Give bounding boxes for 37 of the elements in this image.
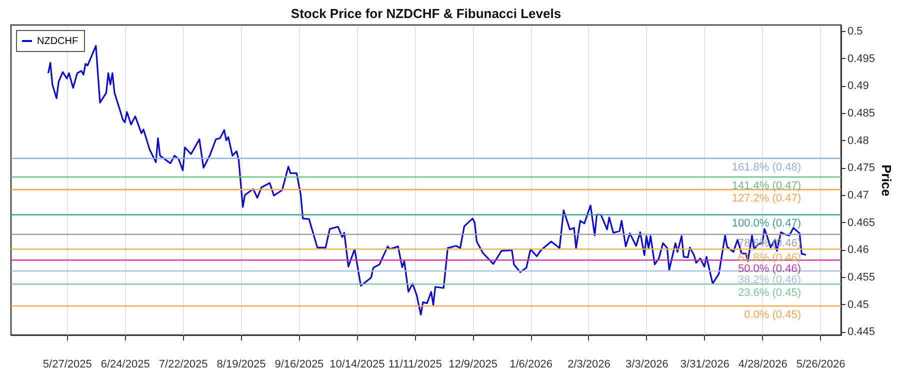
x-tick-label: 11/11/2025: [388, 358, 442, 370]
legend-label: NZDCHF: [37, 36, 78, 47]
y-tick-label: 0.5: [848, 26, 863, 38]
y-tick-label: 0.475: [848, 162, 876, 174]
y-tick-label: 0.46: [848, 244, 869, 256]
y-tick-label: 0.455: [848, 272, 876, 284]
x-tick-label: 3/3/2026: [626, 358, 668, 370]
ref-line-label: 127.2% (0.47): [732, 192, 801, 205]
y-tick-label: 0.465: [848, 216, 876, 229]
x-tick-label: 6/24/2025: [100, 358, 150, 370]
ref-line-label: 141.4% (0.47): [732, 180, 801, 192]
ref-line-label: 100.0% (0.47): [732, 218, 801, 230]
chart-title: Stock Price for NZDCHF & Fibunacci Levels: [290, 6, 562, 21]
y-tick-label: 0.445: [848, 326, 876, 338]
y-axis-title: Price: [879, 164, 894, 196]
y-tick-label: 0.495: [848, 52, 876, 65]
y-tick-label: 0.45: [848, 298, 869, 311]
x-tick-label: 10/14/2025: [330, 358, 385, 370]
ref-line-label: 23.6% (0.45): [738, 287, 801, 300]
ref-line-label: 38.2% (0.46): [738, 274, 801, 286]
x-tick-label: 1/6/2026: [510, 358, 552, 370]
x-tick-label: 2/3/2026: [568, 358, 610, 370]
x-tick-label: 3/31/2026: [680, 358, 730, 370]
x-tick-label: 9/16/2025: [274, 358, 324, 370]
y-tick-label: 0.49: [848, 80, 869, 92]
ref-line-label: 161.8% (0.48): [732, 161, 801, 174]
y-tick-label: 0.485: [848, 108, 876, 120]
y-tick-label: 0.48: [848, 134, 869, 147]
ref-line-label: 50.0% (0.46): [738, 263, 801, 276]
ref-line-label: 0.0% (0.45): [744, 309, 801, 322]
y-tick-label: 0.47: [848, 190, 869, 202]
x-tick-label: 4/28/2026: [738, 358, 788, 370]
x-tick-label: 12/9/2025: [448, 358, 498, 370]
x-tick-label: 5/27/2025: [42, 358, 92, 370]
x-tick-label: 8/19/2025: [216, 358, 266, 370]
x-tick-label: 5/26/2026: [796, 358, 846, 370]
x-tick-label: 7/22/2025: [158, 358, 208, 370]
